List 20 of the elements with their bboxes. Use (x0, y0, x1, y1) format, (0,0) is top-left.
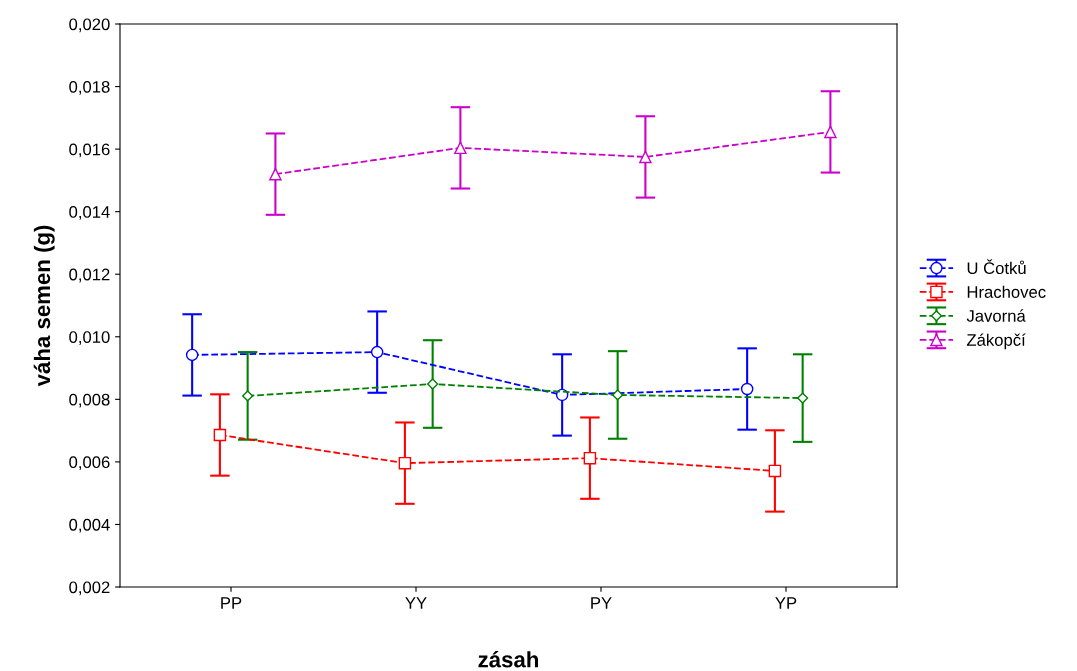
x-tick-label: YP (775, 597, 797, 609)
y-tick-label: 0,006 (69, 456, 110, 471)
x-tick-label: YY (405, 597, 427, 609)
y-tick-label: 0,010 (69, 331, 110, 345)
y-tick-label: 0,018 (69, 80, 110, 95)
y-tick-label: 0,012 (69, 268, 110, 283)
x-tick-label: PP (221, 597, 242, 609)
y-tick-label: 0,016 (69, 143, 110, 158)
y-tick-label: 0,008 (69, 393, 110, 408)
legend-label: Zákopčí (966, 333, 1026, 350)
y-tick-label: 0,004 (69, 518, 110, 533)
x-tick-label: PY (591, 597, 612, 609)
y-tick-label: 0,014 (69, 206, 110, 220)
y-axis-title: váha semen (g) (33, 225, 55, 387)
x-axis-title: zásah (478, 650, 539, 668)
legend-label: Javorná (966, 309, 1026, 322)
y-tick-label: 0,002 (69, 581, 110, 596)
y-tick-label: 0,020 (69, 18, 110, 33)
legend-label: Hrachovec (967, 285, 1046, 298)
legend-label: U Čotků (967, 259, 1026, 275)
